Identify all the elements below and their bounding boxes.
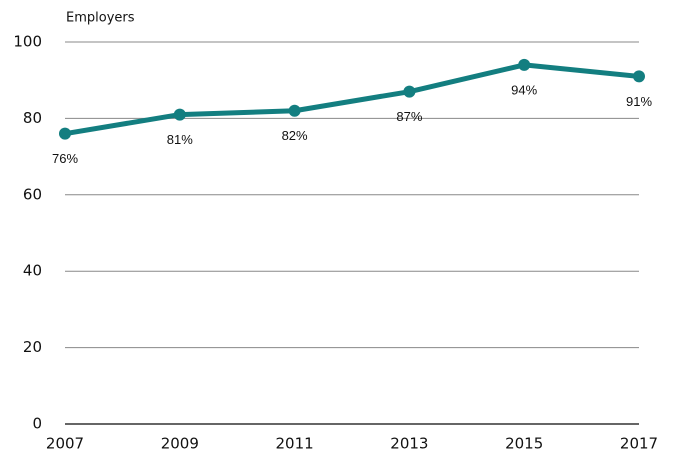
x-tick-label: 2011: [276, 435, 314, 453]
x-tick-label: 2009: [161, 435, 199, 453]
x-tick-label: 2017: [620, 435, 658, 453]
x-tick-label: 2015: [505, 435, 543, 453]
y-tick-label: 40: [23, 262, 42, 280]
y-tick-label: 0: [32, 415, 42, 433]
value-label: 91%: [626, 94, 652, 109]
series-line: [64, 62, 640, 137]
y-axis-label: Employers: [66, 11, 135, 26]
x-tick-label: 2013: [390, 435, 428, 453]
value-label: 87%: [396, 109, 422, 124]
point: [633, 70, 645, 83]
y-tick-label: 80: [23, 109, 42, 127]
value-label: 81%: [167, 132, 193, 147]
value-label: 94%: [511, 82, 537, 97]
point: [288, 104, 301, 117]
value-label: 76%: [52, 151, 78, 166]
point: [59, 127, 71, 140]
value-label: 82%: [282, 128, 308, 143]
point: [403, 85, 416, 98]
point: [518, 58, 531, 71]
x-tick-label: 2007: [46, 435, 84, 453]
point: [173, 108, 186, 121]
y-tick-label: 60: [23, 185, 42, 203]
y-tick-label: 100: [13, 33, 42, 51]
y-tick-label: 20: [23, 338, 42, 356]
